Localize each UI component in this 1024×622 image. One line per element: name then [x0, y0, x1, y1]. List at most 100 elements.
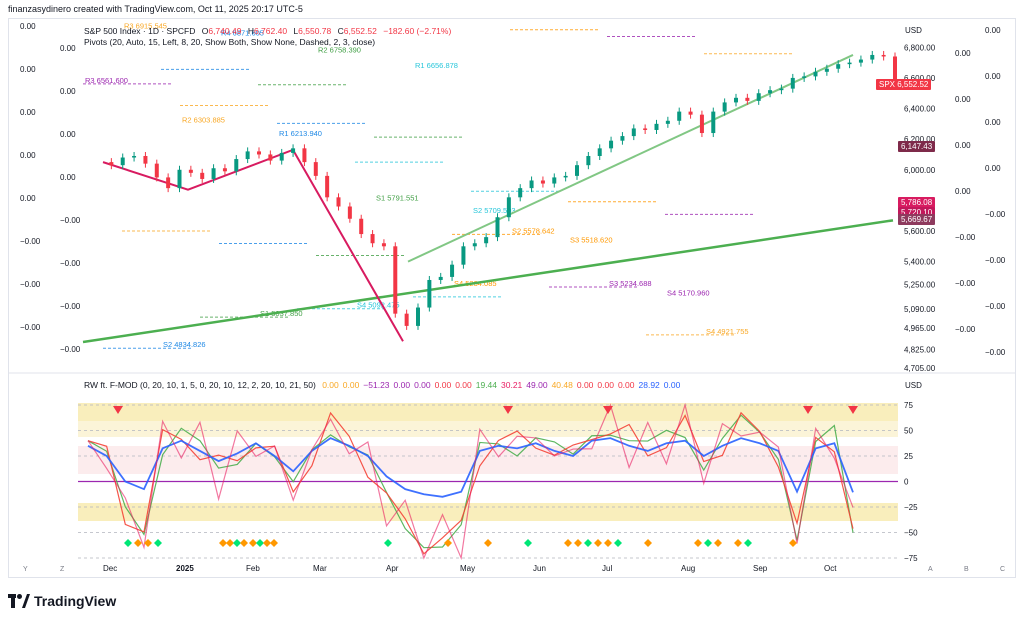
- candle-body: [495, 217, 500, 238]
- left-axis-value: −0.00: [20, 237, 41, 246]
- trend-line-long: [82, 219, 894, 344]
- candle-body: [132, 155, 137, 158]
- oscillator-series-line: [87, 414, 854, 549]
- osc-tick-label: −75: [904, 554, 918, 563]
- x-tick-label: May: [460, 564, 475, 573]
- oscillator-value: 19.44: [475, 380, 498, 390]
- osc-signal-marker: [134, 539, 142, 547]
- osc-signal-marker: [694, 539, 702, 547]
- symbol-name[interactable]: S&P 500 Index · 1D · SPCFD: [84, 26, 196, 36]
- y-tick-label: 4,705.00: [904, 364, 936, 373]
- osc-signal-marker: [524, 539, 532, 547]
- x-tick-label: Aug: [681, 564, 695, 573]
- osc-tick-label: 75: [904, 401, 913, 410]
- oscillator-value: 49.00: [526, 380, 548, 390]
- candle-body: [177, 169, 182, 189]
- x-tick-label: 2025: [176, 564, 194, 573]
- candle-body: [802, 76, 807, 78]
- candle-body: [688, 111, 693, 115]
- osc-signal-marker: [704, 539, 712, 547]
- osc-signal-marker: [584, 539, 592, 547]
- oscillator-legend[interactable]: RW ft. F-MOD (0, 20, 10, 1, 5, 0, 20, 10…: [84, 380, 680, 390]
- candle-body: [188, 169, 193, 173]
- candle-body: [154, 163, 159, 178]
- x-tick-label: Mar: [313, 564, 327, 573]
- candle-body: [597, 148, 602, 156]
- candle-body: [245, 151, 250, 160]
- oscillator-value: 0.00: [322, 380, 339, 390]
- oscillator-series-line: [87, 402, 854, 561]
- candle-body: [506, 197, 511, 218]
- right-axis-value: −0.00: [955, 279, 976, 288]
- symbol-legend: S&P 500 Index · 1D · SPCFD O6,740.49 H6,…: [84, 26, 451, 36]
- osc-signal-marker: [124, 539, 132, 547]
- osc-top-marker: [803, 406, 813, 414]
- currency-label-main: USD: [905, 26, 922, 35]
- candle-body: [893, 56, 897, 86]
- osc-tick-label: −25: [904, 503, 918, 512]
- low-value: 6,550.78: [298, 26, 332, 36]
- price-tag[interactable]: 6,147.43: [898, 141, 936, 153]
- osc-tick-label: 25: [904, 452, 913, 461]
- osc-tick-label: 0: [904, 478, 909, 487]
- trend-line-recovery: [407, 54, 854, 263]
- candle-body: [665, 120, 670, 124]
- right-axis-value: −0.00: [985, 348, 1006, 357]
- candle-body: [609, 140, 614, 149]
- right-axis-value: 0.00: [955, 49, 971, 58]
- osc-band-upper-inner: [78, 421, 898, 437]
- close-label: C: [337, 26, 344, 36]
- chart-attribution: finanzasydinero created with TradingView…: [8, 4, 303, 14]
- osc-signal-marker: [256, 539, 264, 547]
- osc-signal-marker: [594, 539, 602, 547]
- y-tick-label: 6,000.00: [904, 166, 936, 175]
- candle-body: [790, 77, 795, 89]
- osc-signal-marker: [484, 539, 492, 547]
- high-value: 6,762.40: [253, 26, 288, 36]
- candle-body: [143, 155, 148, 164]
- left-axis-value: 0.00: [60, 86, 76, 96]
- right-axis-value: −0.00: [955, 325, 976, 334]
- pivot-label: S3 5234.688: [609, 279, 652, 288]
- right-axis-value: −0.00: [985, 210, 1006, 219]
- candle-body: [279, 152, 284, 161]
- pivot-label: S4 5170.960: [667, 289, 710, 298]
- oscillator-value: 0.00: [393, 380, 411, 390]
- x-tick-label: Dec: [103, 564, 117, 573]
- left-axis-value: 0.00: [20, 22, 36, 31]
- osc-signal-marker: [744, 539, 752, 547]
- pivot-label: R1 6656.878: [415, 61, 458, 70]
- oscillator-value: 0.00: [597, 380, 614, 390]
- right-axis-value: 0.00: [985, 118, 1001, 127]
- price-tag[interactable]: 5,669.67: [898, 214, 936, 226]
- y-tick-label: 5,400.00: [904, 258, 936, 267]
- pivots-legend[interactable]: Pivots (20, Auto, 15, Left, 8, 20, Show …: [84, 37, 376, 47]
- osc-tick-label: −50: [904, 529, 918, 538]
- candle-body: [393, 246, 398, 314]
- left-axis-value: 0.00: [60, 172, 76, 182]
- osc-signal-marker: [263, 539, 271, 547]
- oscillator-value: 0.00: [342, 380, 360, 390]
- oscillator-value: 0.00: [434, 380, 452, 390]
- price-tag[interactable]: 5,720.10: [898, 206, 936, 218]
- oscillator-name: RW ft. F-MOD (0, 20, 10, 1, 5, 0, 20, 10…: [84, 380, 316, 390]
- candle-body: [438, 276, 443, 280]
- osc-signal-marker: [734, 539, 742, 547]
- price-tag[interactable]: SPX 6,552.52: [876, 79, 932, 91]
- candle-body: [563, 175, 568, 178]
- pivot-label: S1 5037.850: [260, 309, 303, 318]
- osc-signal-marker: [270, 539, 278, 547]
- candle-body: [858, 59, 863, 63]
- candle-body: [472, 243, 477, 247]
- osc-signal-marker: [604, 539, 612, 547]
- price-tag[interactable]: 5,786.08: [898, 196, 936, 208]
- left-axis-value: −0.00: [20, 323, 41, 332]
- candle-body: [518, 188, 523, 198]
- candle-body: [813, 71, 818, 77]
- oscillator-value: 0.00: [617, 380, 635, 390]
- candle-body: [461, 246, 466, 265]
- left-axis-value: −0.00: [60, 301, 81, 311]
- right-axis-value: 0.00: [985, 26, 1001, 35]
- price-chart[interactable]: R3 6561.600 R2 6303.885 R1 6213.940 S1 5791…: [8, 18, 1016, 578]
- y-tick-label: 5,090.00: [904, 305, 936, 314]
